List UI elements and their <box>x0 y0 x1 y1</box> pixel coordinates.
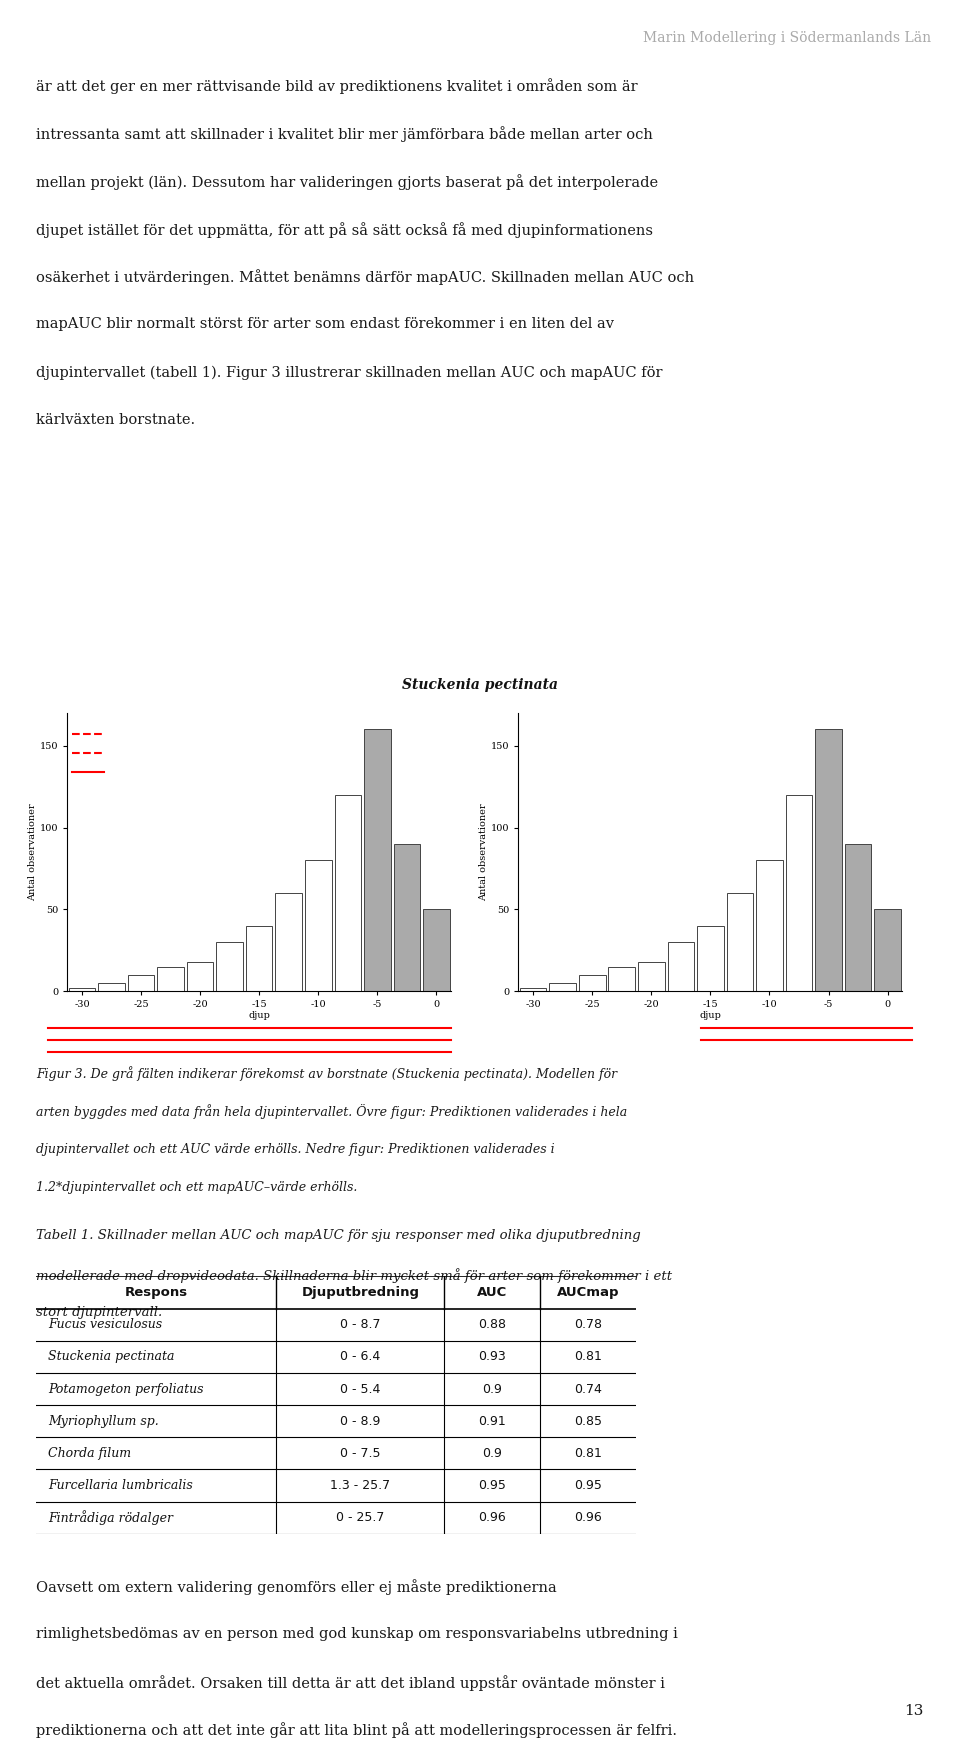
Bar <box>845 843 872 991</box>
Text: det aktuella området. Orsaken till detta är att det ibland uppstår oväntade möns: det aktuella området. Orsaken till detta… <box>36 1675 665 1690</box>
Bar <box>216 943 243 991</box>
X-axis label: djup: djup <box>700 1010 721 1019</box>
Bar <box>423 909 449 991</box>
Y-axis label: Antal observationer: Antal observationer <box>28 803 36 901</box>
Text: 0.74: 0.74 <box>574 1383 603 1395</box>
Bar <box>276 894 302 991</box>
Text: 0.96: 0.96 <box>479 1511 506 1523</box>
Text: 0 - 25.7: 0 - 25.7 <box>336 1511 385 1523</box>
Bar <box>98 983 125 991</box>
Text: Fucus vesiculosus: Fucus vesiculosus <box>48 1318 162 1330</box>
Bar <box>69 988 95 991</box>
Bar <box>305 861 331 991</box>
Bar <box>246 925 273 991</box>
Bar <box>520 988 546 991</box>
Text: 0 - 5.4: 0 - 5.4 <box>340 1383 381 1395</box>
Text: 0 - 7.5: 0 - 7.5 <box>340 1447 381 1459</box>
Text: 0 - 8.7: 0 - 8.7 <box>340 1318 381 1330</box>
Text: Oavsett om extern validering genomförs eller ej måste prediktionerna: Oavsett om extern validering genomförs e… <box>36 1579 557 1595</box>
Bar <box>364 729 391 991</box>
Bar <box>727 894 754 991</box>
Text: djupet istället för det uppmätta, för att på så sätt också få med djupinformatio: djupet istället för det uppmätta, för at… <box>36 223 654 238</box>
Text: Marin Modellering i Södermanlands Län: Marin Modellering i Södermanlands Län <box>643 31 931 45</box>
Text: Furcellaria lumbricalis: Furcellaria lumbricalis <box>48 1480 193 1492</box>
Text: 0.91: 0.91 <box>479 1416 506 1428</box>
Text: 0.9: 0.9 <box>483 1383 502 1395</box>
X-axis label: djup: djup <box>249 1010 270 1019</box>
Text: –: – <box>108 779 114 788</box>
Text: rimlighetsbedömas av en person med god kunskap om responsvariabelns utbredning i: rimlighetsbedömas av en person med god k… <box>36 1628 679 1642</box>
Bar <box>815 729 842 991</box>
Bar <box>187 962 213 991</box>
Text: mapAUC blir normalt störst för arter som endast förekommer i en liten del av: mapAUC blir normalt störst för arter som… <box>36 318 614 332</box>
Text: djupintervallet och ett AUC värde erhölls. Nedre figur: Prediktionen validerades: djupintervallet och ett AUC värde erhöll… <box>36 1143 555 1155</box>
Text: Djuputbredning: Djuputbredning <box>301 1287 420 1299</box>
Bar <box>609 967 636 991</box>
Text: 0.85: 0.85 <box>574 1416 603 1428</box>
Text: prediktionerna och att det inte går att lita blint på att modelleringsprocessen : prediktionerna och att det inte går att … <box>36 1722 678 1739</box>
Text: AUCmap: AUCmap <box>557 1287 620 1299</box>
Text: Stuckenia pectinata: Stuckenia pectinata <box>402 678 558 692</box>
Text: mellan projekt (län). Dessutom har valideringen gjorts baserat på det interpoler: mellan projekt (län). Dessutom har valid… <box>36 174 659 190</box>
Text: AUC: AUC <box>477 1287 508 1299</box>
Text: arten byggdes med data från hela djupintervallet. Övre figur: Prediktionen valid: arten byggdes med data från hela djupint… <box>36 1104 628 1120</box>
Bar <box>756 861 782 991</box>
Text: djupintervallet (tabell 1). Figur 3 illustrerar skillnaden mellan AUC och mapAUC: djupintervallet (tabell 1). Figur 3 illu… <box>36 365 663 379</box>
Text: Chorda filum: Chorda filum <box>48 1447 132 1459</box>
Bar <box>785 795 812 991</box>
Bar <box>128 976 155 991</box>
Bar <box>697 925 724 991</box>
Bar <box>875 909 900 991</box>
Bar <box>549 983 576 991</box>
Text: Figur 3. De grå fälten indikerar förekomst av borstnate (Stuckenia pectinata). M: Figur 3. De grå fälten indikerar förekom… <box>36 1066 617 1082</box>
Text: kärlväxten borstnate.: kärlväxten borstnate. <box>36 414 196 428</box>
Text: 0.95: 0.95 <box>574 1480 603 1492</box>
Text: Stuckenia pectinata: Stuckenia pectinata <box>48 1351 175 1363</box>
Text: 1.3 - 25.7: 1.3 - 25.7 <box>330 1480 391 1492</box>
Text: osäkerhet i utvärderingen. Måttet benämns därför mapAUC. Skillnaden mellan AUC o: osäkerhet i utvärderingen. Måttet benämn… <box>36 270 695 285</box>
Bar <box>667 943 694 991</box>
Text: är att det ger en mer rättvisande bild av prediktionens kvalitet i områden som ä: är att det ger en mer rättvisande bild a… <box>36 78 638 94</box>
Text: 0.78: 0.78 <box>574 1318 603 1330</box>
Text: 0.81: 0.81 <box>574 1447 603 1459</box>
Bar <box>334 795 361 991</box>
Text: intressanta samt att skillnader i kvalitet blir mer jämförbara både mellan arter: intressanta samt att skillnader i kvalit… <box>36 127 654 143</box>
Bar <box>157 967 184 991</box>
Text: Potamogeton perfoliatus: Potamogeton perfoliatus <box>48 1383 204 1395</box>
Text: Tabell 1. Skillnader mellan AUC och mapAUC för sju responser med olika djuputbre: Tabell 1. Skillnader mellan AUC och mapA… <box>36 1229 641 1242</box>
Text: Respons: Respons <box>125 1287 188 1299</box>
Y-axis label: Antal observationer: Antal observationer <box>479 803 488 901</box>
Text: 0.88: 0.88 <box>478 1318 507 1330</box>
Text: modellerade med dropvideodata. Skillnaderna blir mycket små för arter som föreko: modellerade med dropvideodata. Skillnade… <box>36 1268 673 1283</box>
Text: 0.95: 0.95 <box>478 1480 507 1492</box>
Bar <box>638 962 664 991</box>
Text: 0.93: 0.93 <box>479 1351 506 1363</box>
Text: 0 - 6.4: 0 - 6.4 <box>341 1351 380 1363</box>
Text: 13: 13 <box>904 1704 924 1718</box>
Text: Fintrådiga rödalger: Fintrådiga rödalger <box>48 1509 174 1525</box>
Text: 0 - 8.9: 0 - 8.9 <box>340 1416 381 1428</box>
Text: stort djupintervall.: stort djupintervall. <box>36 1306 163 1318</box>
Text: 1.2*djupintervallet och ett mapAUC–värde erhölls.: 1.2*djupintervallet och ett mapAUC–värde… <box>36 1181 358 1193</box>
Text: Myriophyllum sp.: Myriophyllum sp. <box>48 1416 159 1428</box>
Bar <box>394 843 420 991</box>
Text: 0.81: 0.81 <box>574 1351 603 1363</box>
Bar <box>579 976 606 991</box>
Text: 0.9: 0.9 <box>483 1447 502 1459</box>
Text: 0.96: 0.96 <box>575 1511 602 1523</box>
